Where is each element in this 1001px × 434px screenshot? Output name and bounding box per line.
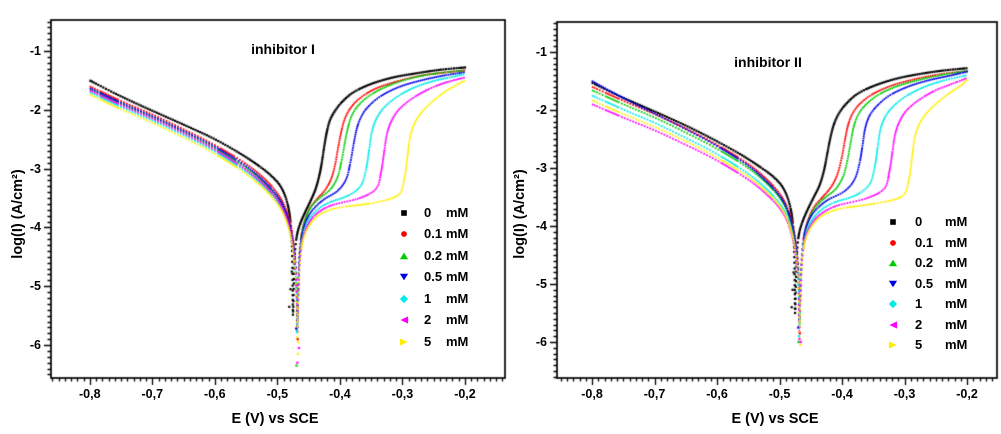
x-tick-label: -0,6: [204, 387, 226, 401]
x-tick-label: -0,7: [643, 387, 666, 401]
x-tick-label: -0,8: [581, 387, 603, 401]
y-tick-label: -4: [29, 220, 41, 235]
x-tick-label: -0,7: [141, 387, 164, 401]
legend-label-unit: mM: [945, 337, 968, 352]
legend-label-value: 0.5: [424, 269, 443, 284]
legend-label-value: 2: [915, 316, 923, 332]
legend-label-value: 5: [424, 333, 432, 349]
x-axis-label-right: E (V) vs SCE: [731, 411, 819, 427]
triangle-down-marker-icon: [888, 279, 898, 289]
legend-item-0.2mM: 0.2 mM: [885, 253, 975, 274]
legend-item-0.1mM: 0.1 mM: [396, 224, 486, 246]
y-tick-label: -2: [535, 102, 547, 117]
legend-label-unit: mM: [945, 316, 968, 332]
triangle-left-marker-icon: [888, 320, 898, 330]
legend-label-value: 2: [424, 312, 432, 327]
legend-label-value: 0.2: [915, 255, 934, 270]
diamond-marker-icon: [888, 299, 898, 309]
legend-label-unit: mM: [945, 214, 968, 229]
legend-label-unit: mM: [446, 226, 469, 241]
legend-item-0.2mM: 0.2 mM: [396, 245, 486, 267]
legend-label-value: 1: [424, 290, 432, 306]
y-tick-label: -2: [29, 102, 41, 117]
legend-label-unit: mM: [446, 312, 469, 327]
plot-title-inhibitor-2: inhibitor II: [734, 54, 802, 70]
x-tick-label: -0,3: [893, 387, 916, 401]
legend-inhibitor-2: 0 mM 0.1 mM 0.2 mM 0.5 mM 1 mM 2 mM 5 mM: [885, 212, 975, 356]
legend-item-2mM: 2 mM: [885, 315, 975, 336]
legend-label-value: 0.1: [424, 226, 443, 241]
legend-label-unit: mM: [945, 255, 968, 270]
triangle-left-marker-icon: [399, 315, 409, 325]
y-tick-label: -1: [29, 43, 41, 58]
legend-label-unit: mM: [945, 296, 968, 311]
y-tick-label: -3: [535, 161, 547, 175]
y-tick-label: -3: [29, 161, 41, 176]
legend-item-0mM: 0 mM: [885, 212, 975, 233]
legend-item-5mM: 5 mM: [885, 335, 975, 356]
x-tick-label: -0,8: [78, 387, 101, 401]
legend-label-unit: mM: [446, 333, 469, 349]
diamond-marker-icon: [399, 294, 409, 304]
legend-label-value: 0.5: [915, 275, 934, 291]
x-tick-label: -0,2: [454, 387, 476, 401]
x-tick-label: -0,4: [329, 387, 351, 401]
y-tick-label: -4: [535, 219, 547, 234]
y-axis-label-left: log(I) (A/cm²): [10, 169, 26, 259]
legend-label-unit: mM: [945, 275, 968, 291]
square-marker-icon: [399, 208, 409, 218]
legend-item-0.5mM: 0.5 mM: [885, 274, 975, 295]
legend-item-0.5mM: 0.5 mM: [396, 267, 486, 289]
triangle-down-marker-icon: [399, 272, 409, 282]
y-tick-label: -5: [535, 277, 547, 292]
legend-item-0.1mM: 0.1 mM: [885, 233, 975, 254]
legend-label-value: 0: [424, 204, 432, 220]
x-tick-label: -0,5: [768, 387, 791, 401]
circle-marker-icon: [399, 229, 409, 239]
triangle-right-marker-icon: [888, 340, 898, 350]
x-tick-label: -0,6: [706, 387, 728, 401]
legend-item-1mM: 1 mM: [885, 294, 975, 315]
legend-label-value: 0.2: [424, 247, 443, 263]
y-tick-label: -6: [535, 335, 547, 350]
y-tick-label: -6: [29, 338, 41, 353]
x-tick-label: -0,2: [956, 387, 978, 401]
legend-label-value: 1: [915, 296, 923, 311]
legend-label-unit: mM: [446, 204, 469, 220]
legend-item-0mM: 0 mM: [396, 202, 486, 224]
triangle-up-marker-icon: [888, 258, 898, 268]
plot-title-inhibitor-1: inhibitor I: [251, 41, 315, 57]
legend-label-value: 5: [915, 337, 923, 352]
legend-label-value: 0.1: [915, 234, 934, 250]
legend-label-value: 0: [915, 214, 923, 229]
y-tick-label: -1: [535, 44, 547, 59]
legend-inhibitor-1: 0 mM 0.1 mM 0.2 mM 0.5 mM 1 mM 2 mM 5 mM: [396, 202, 486, 353]
x-tick-label: -0,3: [391, 387, 414, 401]
x-axis-label-left: E (V) vs SCE: [231, 411, 319, 427]
circle-marker-icon: [888, 238, 898, 248]
y-axis-label-right: log(I) (A/cm²): [512, 169, 528, 259]
legend-item-1mM: 1 mM: [396, 288, 486, 310]
legend-item-5mM: 5 mM: [396, 331, 486, 353]
square-marker-icon: [888, 217, 898, 227]
x-tick-label: -0,4: [831, 387, 853, 401]
x-tick-label: -0,5: [266, 387, 289, 401]
legend-label-unit: mM: [446, 247, 469, 263]
legend-label-unit: mM: [446, 269, 469, 284]
legend-item-2mM: 2 mM: [396, 310, 486, 332]
triangle-right-marker-icon: [399, 337, 409, 347]
triangle-up-marker-icon: [399, 251, 409, 261]
legend-label-unit: mM: [945, 234, 968, 250]
legend-label-unit: mM: [446, 290, 469, 306]
y-tick-label: -5: [29, 279, 41, 294]
